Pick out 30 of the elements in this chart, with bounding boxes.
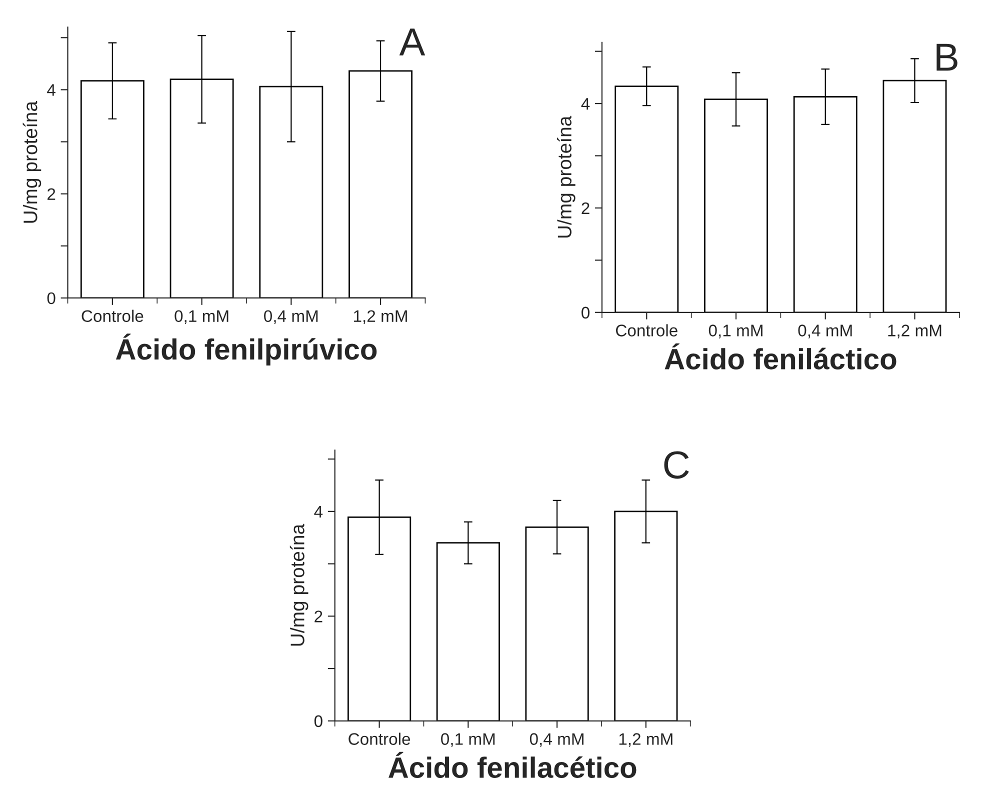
annotation: C	[664, 451, 689, 479]
x-tick-label: 0,4 mM	[264, 310, 318, 324]
x-tick-label: Controle	[616, 324, 678, 336]
x-tick-label: 0,1 mM	[174, 310, 228, 324]
x-tick-label: 1,2 mM	[354, 310, 407, 324]
y-tick-label: 4	[581, 98, 590, 110]
y-axis-title: U/mg proteína	[22, 100, 42, 223]
y-tick-label: 2	[582, 202, 590, 214]
y-tick-label: 4	[314, 506, 323, 518]
y-axis-title: U/mg proteína	[290, 524, 308, 646]
x-tick-label: 1,2 mM	[888, 324, 942, 338]
y-tick-label: 0	[582, 306, 590, 319]
x-axis-title: Ácido fenilacético	[388, 752, 636, 778]
x-tick-label: 0,1 mM	[441, 733, 495, 747]
y-tick-label: 2	[48, 188, 56, 200]
annotation: A	[399, 28, 426, 56]
x-tick-label: 1,2 mM	[619, 733, 672, 747]
x-axis-title: Ácido fenilpirúvico	[116, 334, 377, 366]
y-tick-label: 0	[314, 715, 322, 728]
x-tick-label: 0,4 mM	[530, 733, 584, 747]
x-tick-label: 0,4 mM	[798, 324, 852, 338]
x-tick-label: Controle	[348, 732, 410, 745]
x-tick-label: 0,1 mM	[708, 324, 762, 338]
x-tick-label: Controle	[82, 310, 144, 322]
y-axis-title: U/mg proteína	[556, 116, 576, 238]
annotation: B	[936, 44, 958, 71]
x-axis-title: Ácido feniláctico	[664, 343, 896, 370]
y-tick-label: 0	[47, 292, 56, 304]
y-tick-label: 2	[314, 610, 322, 622]
y-tick-label: 4	[47, 84, 56, 96]
